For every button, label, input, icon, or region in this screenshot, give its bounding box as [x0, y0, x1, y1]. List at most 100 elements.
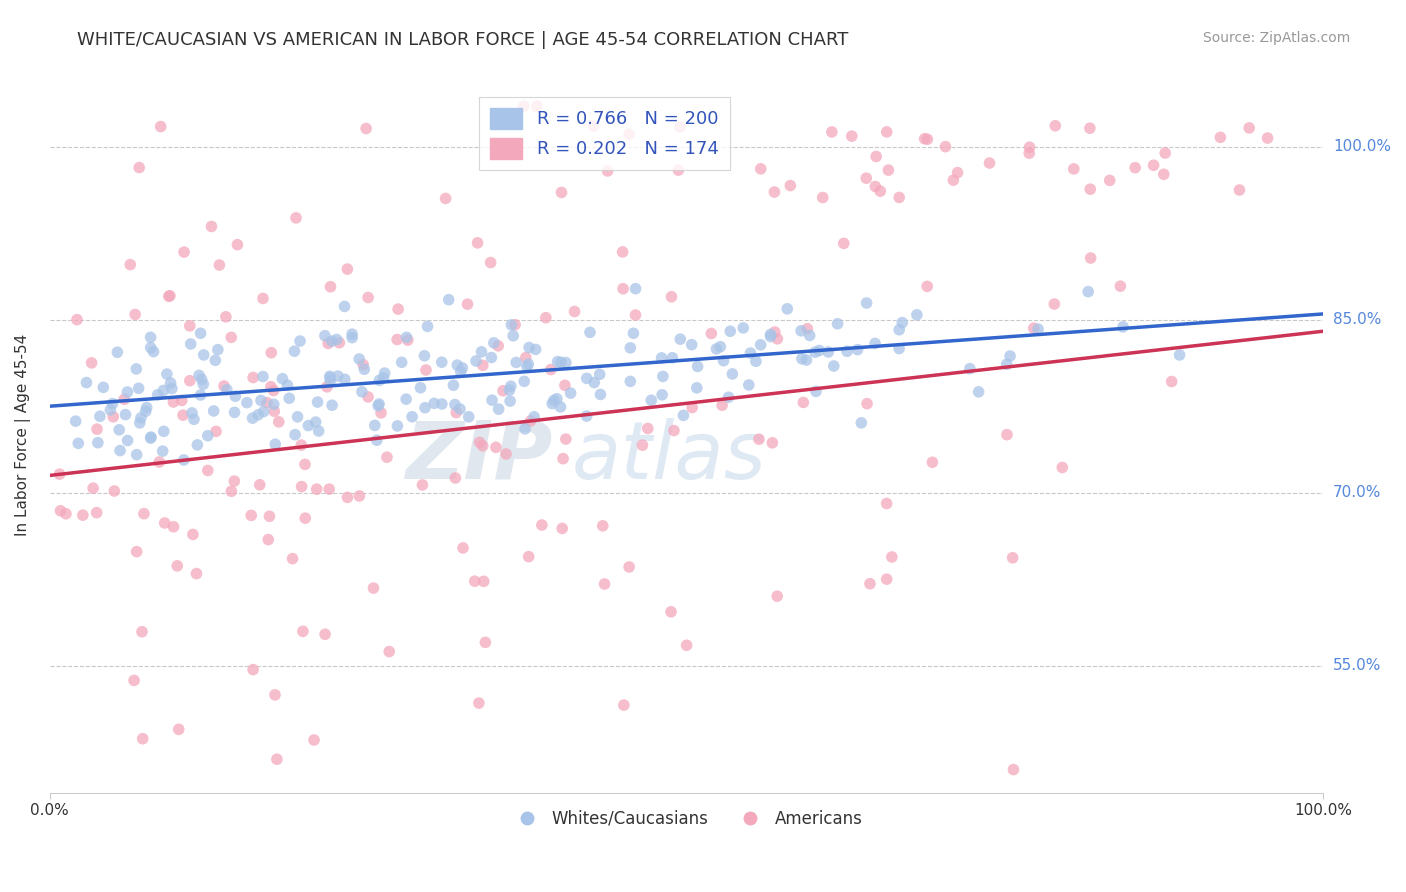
Point [200, 219, 222, 234]
Point [1078, 182, 1101, 196]
Point [387, 302, 409, 317]
Point [596, 164, 619, 178]
Point [481, 393, 503, 408]
Point [589, 368, 612, 382]
Point [579, 326, 602, 340]
Point [499, 394, 522, 409]
Point [889, 190, 911, 204]
Point [124, 308, 146, 322]
Point [224, 474, 246, 488]
Point [135, 401, 157, 415]
Point [333, 372, 356, 386]
Point [482, 335, 505, 350]
Point [186, 566, 208, 581]
Point [256, 395, 278, 409]
Point [72, 508, 94, 523]
Point [474, 635, 496, 649]
Point [457, 409, 479, 424]
Point [662, 424, 685, 438]
Point [631, 438, 654, 452]
Point [550, 400, 572, 414]
Point [711, 398, 734, 412]
Point [681, 401, 703, 415]
Point [917, 132, 939, 146]
Text: 85.0%: 85.0% [1333, 312, 1381, 327]
Point [375, 450, 398, 465]
Point [378, 644, 401, 658]
Point [190, 388, 212, 402]
Point [266, 752, 288, 766]
Point [368, 397, 391, 411]
Point [142, 344, 165, 359]
Point [89, 409, 111, 424]
Point [661, 351, 683, 365]
Point [1018, 140, 1040, 154]
Point [967, 384, 990, 399]
Point [267, 415, 290, 429]
Point [517, 341, 540, 355]
Point [157, 289, 180, 303]
Point [451, 360, 474, 375]
Point [364, 418, 387, 433]
Point [488, 402, 510, 417]
Point [503, 318, 526, 332]
Point [325, 333, 347, 347]
Point [353, 362, 375, 376]
Point [139, 430, 162, 444]
Point [686, 381, 709, 395]
Point [551, 451, 574, 466]
Point [411, 478, 433, 492]
Point [761, 435, 783, 450]
Point [661, 290, 683, 304]
Point [865, 179, 887, 194]
Point [717, 390, 740, 404]
Point [540, 362, 562, 376]
Point [430, 355, 453, 369]
Point [841, 129, 863, 144]
Point [291, 480, 314, 494]
Point [368, 373, 391, 387]
Point [651, 388, 673, 402]
Text: Source: ZipAtlas.com: Source: ZipAtlas.com [1202, 31, 1350, 45]
Point [1026, 322, 1049, 336]
Point [401, 409, 423, 424]
Point [219, 330, 242, 344]
Point [350, 384, 373, 399]
Point [582, 119, 605, 133]
Point [811, 190, 834, 204]
Point [817, 345, 839, 359]
Point [188, 368, 211, 383]
Point [153, 516, 176, 530]
Point [263, 384, 285, 398]
Point [465, 354, 488, 368]
Point [759, 327, 782, 342]
Point [152, 384, 174, 398]
Point [554, 355, 576, 369]
Point [180, 337, 202, 351]
Point [560, 386, 582, 401]
Point [391, 355, 413, 369]
Point [740, 346, 762, 360]
Point [354, 121, 377, 136]
Point [173, 453, 195, 467]
Point [260, 379, 283, 393]
Point [308, 424, 330, 438]
Point [759, 329, 782, 343]
Point [659, 605, 682, 619]
Point [619, 341, 641, 355]
Point [550, 186, 572, 200]
Point [314, 627, 336, 641]
Point [319, 369, 342, 384]
Point [796, 322, 818, 336]
Point [55, 507, 77, 521]
Point [152, 425, 174, 439]
Point [543, 393, 565, 408]
Point [240, 508, 263, 523]
Point [766, 332, 789, 346]
Point [876, 496, 898, 510]
Point [202, 404, 225, 418]
Text: WHITE/CAUCASIAN VS AMERICAN IN LABOR FORCE | AGE 45-54 CORRELATION CHART: WHITE/CAUCASIAN VS AMERICAN IN LABOR FOR… [77, 31, 849, 49]
Point [86, 506, 108, 520]
Point [321, 334, 343, 348]
Point [139, 330, 162, 344]
